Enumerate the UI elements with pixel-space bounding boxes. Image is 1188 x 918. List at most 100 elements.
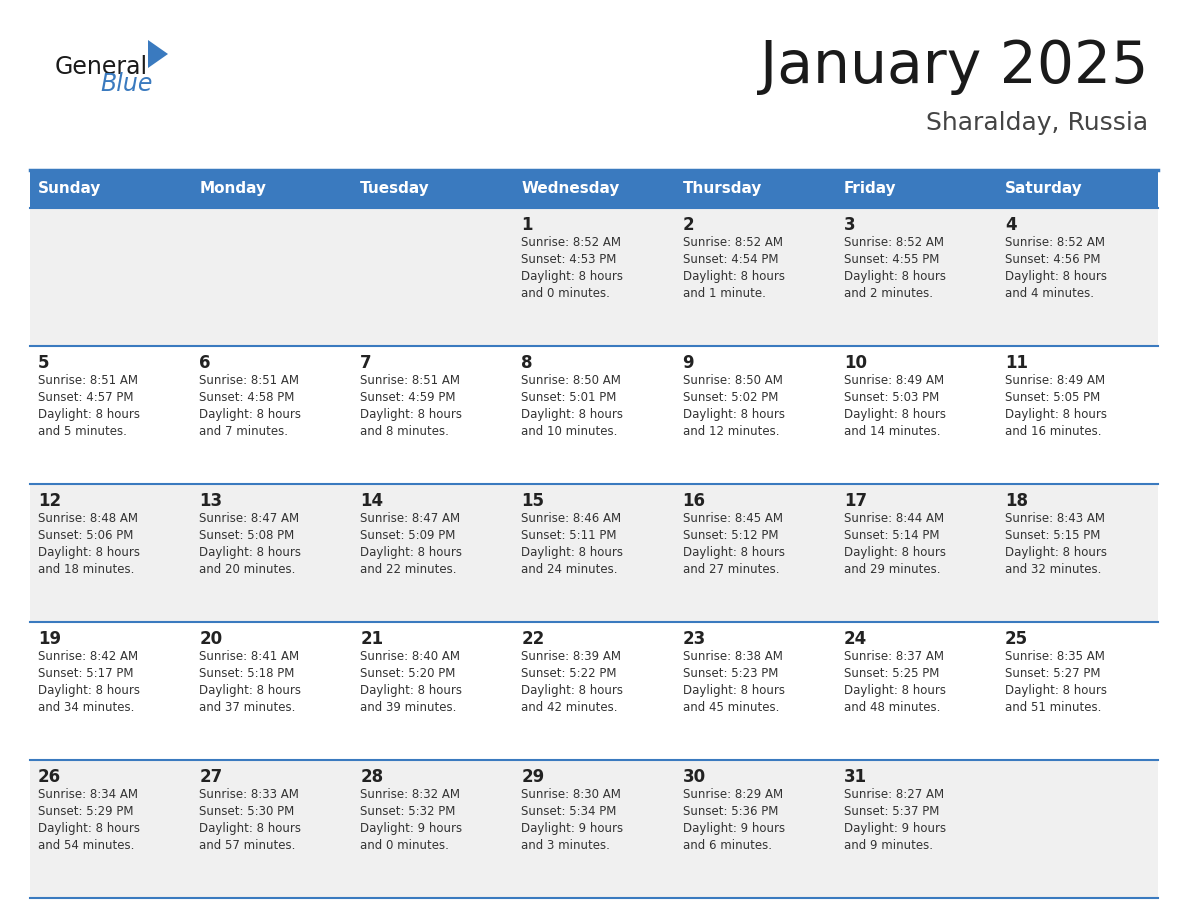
Text: Daylight: 9 hours: Daylight: 9 hours (843, 822, 946, 835)
Text: 16: 16 (683, 492, 706, 510)
Text: 21: 21 (360, 630, 384, 648)
Bar (835, 346, 997, 484)
Bar (513, 208, 675, 346)
Text: Daylight: 8 hours: Daylight: 8 hours (522, 270, 624, 283)
Text: 25: 25 (1005, 630, 1028, 648)
Bar (835, 760, 997, 898)
Text: Sunset: 5:36 PM: Sunset: 5:36 PM (683, 805, 778, 818)
Text: Daylight: 8 hours: Daylight: 8 hours (1005, 546, 1107, 559)
Text: Sunset: 5:01 PM: Sunset: 5:01 PM (522, 391, 617, 404)
Text: Sunset: 5:29 PM: Sunset: 5:29 PM (38, 805, 133, 818)
Text: Sunrise: 8:35 AM: Sunrise: 8:35 AM (1005, 650, 1105, 663)
Text: Daylight: 8 hours: Daylight: 8 hours (1005, 408, 1107, 421)
Bar (191, 170, 353, 208)
Text: Sunset: 4:54 PM: Sunset: 4:54 PM (683, 253, 778, 266)
Text: Sunrise: 8:48 AM: Sunrise: 8:48 AM (38, 512, 138, 525)
Text: and 14 minutes.: and 14 minutes. (843, 425, 940, 438)
Bar (353, 760, 513, 898)
Text: Sunrise: 8:43 AM: Sunrise: 8:43 AM (1005, 512, 1105, 525)
Text: Daylight: 8 hours: Daylight: 8 hours (38, 408, 140, 421)
Text: 11: 11 (1005, 354, 1028, 372)
Bar (30, 208, 191, 346)
Text: Sunset: 5:02 PM: Sunset: 5:02 PM (683, 391, 778, 404)
Polygon shape (148, 40, 168, 68)
Text: Sunset: 4:57 PM: Sunset: 4:57 PM (38, 391, 133, 404)
Text: and 51 minutes.: and 51 minutes. (1005, 701, 1101, 714)
Text: Sunset: 4:58 PM: Sunset: 4:58 PM (200, 391, 295, 404)
Text: Thursday: Thursday (683, 182, 762, 196)
Text: Sunrise: 8:41 AM: Sunrise: 8:41 AM (200, 650, 299, 663)
Text: Sunrise: 8:32 AM: Sunrise: 8:32 AM (360, 788, 460, 801)
Text: Sunset: 5:06 PM: Sunset: 5:06 PM (38, 529, 133, 542)
Text: Sunset: 5:27 PM: Sunset: 5:27 PM (1005, 667, 1100, 680)
Bar (513, 760, 675, 898)
Text: Daylight: 9 hours: Daylight: 9 hours (683, 822, 785, 835)
Text: Sunset: 5:17 PM: Sunset: 5:17 PM (38, 667, 133, 680)
Bar (353, 208, 513, 346)
Text: Sunset: 5:05 PM: Sunset: 5:05 PM (1005, 391, 1100, 404)
Text: and 54 minutes.: and 54 minutes. (38, 839, 134, 852)
Text: Sunrise: 8:51 AM: Sunrise: 8:51 AM (38, 374, 138, 387)
Text: and 7 minutes.: and 7 minutes. (200, 425, 289, 438)
Bar (191, 760, 353, 898)
Text: Sunset: 4:56 PM: Sunset: 4:56 PM (1005, 253, 1100, 266)
Text: 26: 26 (38, 768, 61, 786)
Bar (997, 346, 1158, 484)
Text: Daylight: 8 hours: Daylight: 8 hours (843, 270, 946, 283)
Text: General: General (55, 55, 148, 79)
Text: and 12 minutes.: and 12 minutes. (683, 425, 779, 438)
Text: Sunset: 5:37 PM: Sunset: 5:37 PM (843, 805, 939, 818)
Text: Sunrise: 8:50 AM: Sunrise: 8:50 AM (683, 374, 783, 387)
Bar (835, 170, 997, 208)
Text: Wednesday: Wednesday (522, 182, 620, 196)
Text: Daylight: 8 hours: Daylight: 8 hours (1005, 270, 1107, 283)
Text: Blue: Blue (100, 72, 152, 96)
Text: Sunset: 4:55 PM: Sunset: 4:55 PM (843, 253, 939, 266)
Text: Sunset: 5:32 PM: Sunset: 5:32 PM (360, 805, 456, 818)
Text: Daylight: 8 hours: Daylight: 8 hours (38, 822, 140, 835)
Text: Sunrise: 8:33 AM: Sunrise: 8:33 AM (200, 788, 299, 801)
Bar (353, 622, 513, 760)
Text: Daylight: 8 hours: Daylight: 8 hours (522, 408, 624, 421)
Text: 10: 10 (843, 354, 867, 372)
Text: 27: 27 (200, 768, 222, 786)
Text: Sunrise: 8:52 AM: Sunrise: 8:52 AM (522, 236, 621, 249)
Text: Sunrise: 8:47 AM: Sunrise: 8:47 AM (200, 512, 299, 525)
Bar (30, 484, 191, 622)
Text: Sunset: 5:34 PM: Sunset: 5:34 PM (522, 805, 617, 818)
Bar (191, 484, 353, 622)
Bar (30, 170, 191, 208)
Text: and 16 minutes.: and 16 minutes. (1005, 425, 1101, 438)
Text: Sharalday, Russia: Sharalday, Russia (925, 111, 1148, 135)
Text: and 6 minutes.: and 6 minutes. (683, 839, 771, 852)
Text: Daylight: 8 hours: Daylight: 8 hours (360, 546, 462, 559)
Text: Daylight: 8 hours: Daylight: 8 hours (683, 408, 784, 421)
Text: Sunset: 5:25 PM: Sunset: 5:25 PM (843, 667, 939, 680)
Text: Sunday: Sunday (38, 182, 101, 196)
Text: and 0 minutes.: and 0 minutes. (360, 839, 449, 852)
Text: Sunrise: 8:46 AM: Sunrise: 8:46 AM (522, 512, 621, 525)
Text: 22: 22 (522, 630, 544, 648)
Text: Sunset: 5:11 PM: Sunset: 5:11 PM (522, 529, 617, 542)
Text: Sunset: 5:03 PM: Sunset: 5:03 PM (843, 391, 939, 404)
Text: Daylight: 9 hours: Daylight: 9 hours (522, 822, 624, 835)
Text: and 57 minutes.: and 57 minutes. (200, 839, 296, 852)
Text: Sunrise: 8:29 AM: Sunrise: 8:29 AM (683, 788, 783, 801)
Bar (997, 760, 1158, 898)
Text: Daylight: 8 hours: Daylight: 8 hours (683, 546, 784, 559)
Text: Sunset: 5:23 PM: Sunset: 5:23 PM (683, 667, 778, 680)
Text: and 0 minutes.: and 0 minutes. (522, 287, 611, 300)
Text: Daylight: 8 hours: Daylight: 8 hours (200, 684, 301, 697)
Text: 23: 23 (683, 630, 706, 648)
Text: Daylight: 8 hours: Daylight: 8 hours (200, 408, 301, 421)
Text: Sunset: 5:14 PM: Sunset: 5:14 PM (843, 529, 940, 542)
Text: Sunset: 5:22 PM: Sunset: 5:22 PM (522, 667, 617, 680)
Text: Daylight: 8 hours: Daylight: 8 hours (683, 684, 784, 697)
Text: and 4 minutes.: and 4 minutes. (1005, 287, 1094, 300)
Text: 12: 12 (38, 492, 61, 510)
Text: 9: 9 (683, 354, 694, 372)
Text: Daylight: 8 hours: Daylight: 8 hours (522, 684, 624, 697)
Text: and 3 minutes.: and 3 minutes. (522, 839, 611, 852)
Text: and 2 minutes.: and 2 minutes. (843, 287, 933, 300)
Bar (513, 622, 675, 760)
